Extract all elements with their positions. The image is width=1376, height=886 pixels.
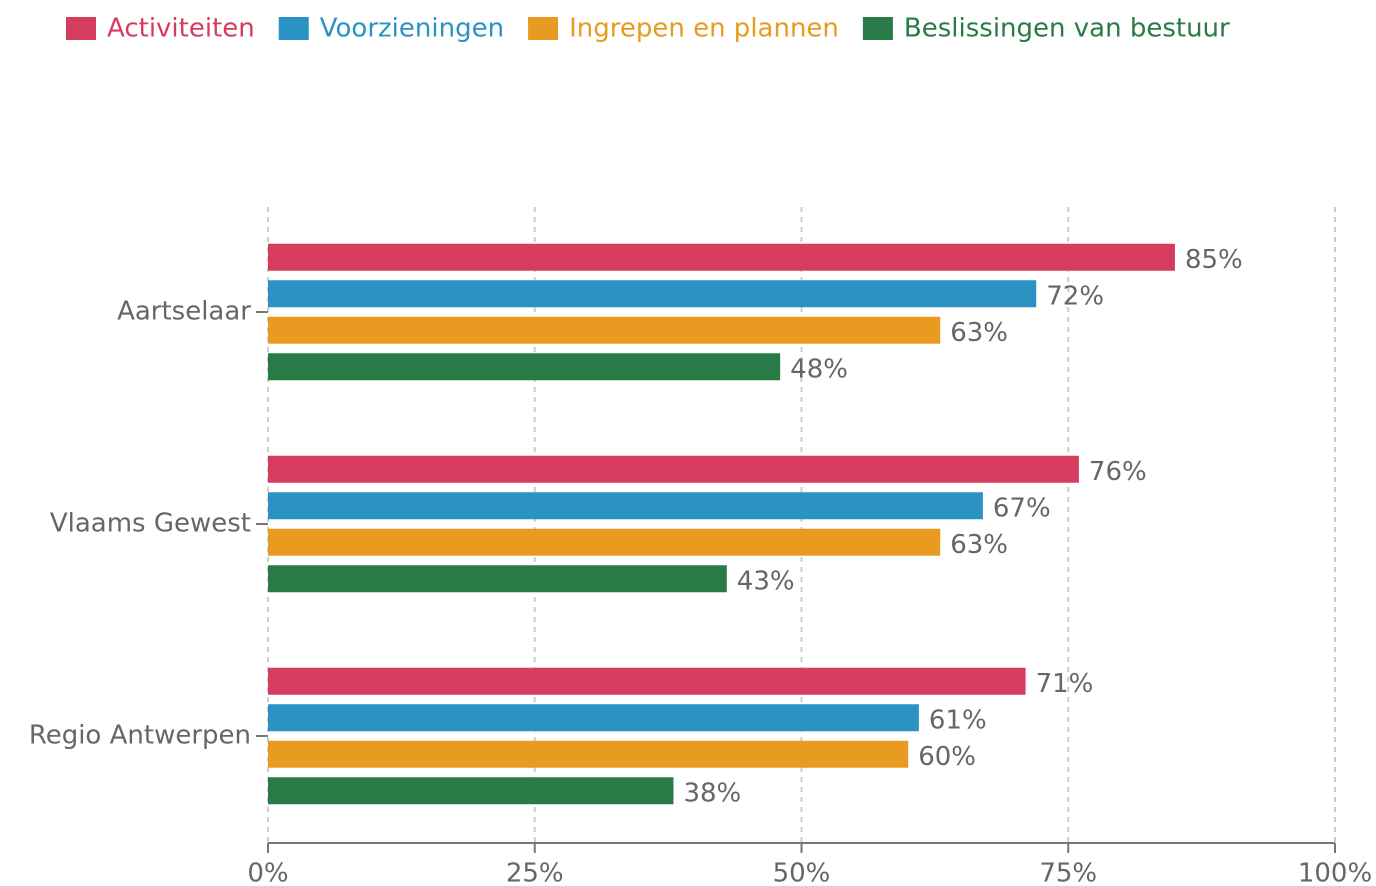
bar-value-label: 63% xyxy=(950,530,1008,560)
x-tick-label: 25% xyxy=(506,859,564,886)
legend-swatch xyxy=(278,17,309,40)
bar xyxy=(268,704,919,732)
bar xyxy=(268,316,941,344)
y-tick-label: Regio Antwerpen xyxy=(29,721,251,751)
bar xyxy=(268,280,1037,308)
bar xyxy=(268,565,727,593)
bar xyxy=(268,353,781,381)
bar xyxy=(268,667,1026,695)
bar-value-label: 38% xyxy=(683,778,741,808)
bar-value-label: 60% xyxy=(918,742,976,772)
bar-value-label: 67% xyxy=(993,493,1051,523)
bar-value-label: 85% xyxy=(1185,245,1243,275)
bar-value-label: 72% xyxy=(1046,281,1104,311)
x-tick-label: 100% xyxy=(1298,859,1372,886)
legend-swatch xyxy=(66,17,96,40)
bar-value-label: 71% xyxy=(1036,669,1094,699)
bar xyxy=(268,777,674,805)
x-tick-label: 50% xyxy=(773,859,831,886)
bar xyxy=(268,740,909,768)
bar xyxy=(268,528,941,556)
y-tick-label: Aartselaar xyxy=(117,297,251,327)
bar-value-label: 63% xyxy=(950,318,1008,348)
legend-label: Voorzieningen xyxy=(320,14,504,44)
bar xyxy=(268,492,983,520)
bar-value-label: 76% xyxy=(1089,457,1147,487)
legend-label: Beslissingen van bestuur xyxy=(904,14,1230,44)
bar xyxy=(268,455,1079,483)
x-tick-label: 75% xyxy=(1039,859,1097,886)
bar xyxy=(268,243,1175,271)
bar-value-label: 48% xyxy=(790,354,848,384)
legend-label: Ingrepen en plannen xyxy=(569,14,839,44)
legend-swatch xyxy=(862,17,893,40)
legend-swatch xyxy=(528,17,559,40)
legend-label: Activiteiten xyxy=(107,14,255,44)
bar-value-label: 43% xyxy=(737,566,795,596)
y-tick-label: Vlaams Gewest xyxy=(50,509,251,539)
bar-value-label: 61% xyxy=(929,705,987,735)
x-tick-label: 0% xyxy=(247,859,288,886)
